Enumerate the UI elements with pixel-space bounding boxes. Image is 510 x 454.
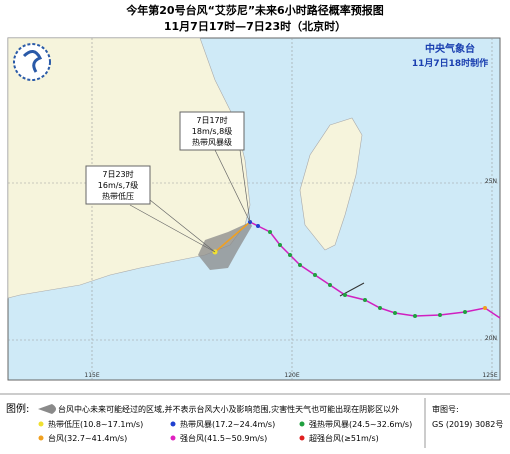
- legend-item: 强台风(41.5~50.9m/s): [180, 433, 267, 443]
- probability-cone: [198, 222, 252, 270]
- callout-time: 7日17时: [196, 115, 227, 125]
- callout-level: 热带低压: [102, 191, 134, 201]
- past-points: [268, 230, 467, 318]
- logo: [13, 43, 51, 81]
- legend-item: 超强台风(≥51m/s): [309, 433, 379, 443]
- lon-label: 125E: [482, 372, 497, 379]
- track-point: [483, 306, 487, 310]
- legend-title: 图例:: [6, 402, 29, 415]
- made-time: 11月7日18时制作: [412, 57, 488, 69]
- callout-wind: 18m/s,8级: [192, 126, 232, 136]
- title: 今年第20号台风“艾莎尼”未来6小时路径概率预报图: [125, 3, 383, 17]
- lat-label: 25N: [485, 178, 497, 185]
- callout-wind: 16m/s,7级: [98, 180, 138, 190]
- callout: 7日17时 18m/s,8级 热带风暴级: [179, 111, 245, 151]
- legend-cone-text: 台风中心未来可能经过的区域,并不表示台风大小及影响范围,灾害性天气也可能出现在阴…: [58, 404, 399, 414]
- callout-lines: [129, 149, 251, 253]
- taiwan: [299, 117, 363, 251]
- approval-number: GS (2019) 3082号: [432, 420, 503, 429]
- legend-cone: [38, 404, 56, 414]
- logo-mark: [22, 50, 43, 73]
- callout: 7日23时 16m/s,7级 热带低压: [85, 165, 151, 205]
- approval-label: 审图号:: [432, 404, 459, 414]
- lon-label: 120E: [284, 372, 299, 379]
- legend-item: 台风(32.7~41.4m/s): [48, 433, 127, 443]
- lon-label: 115E: [84, 372, 99, 379]
- callout-time: 7日23时: [102, 169, 133, 179]
- lat-label: 20N: [485, 335, 497, 342]
- legend-item: 热带低压(10.8~17.1m/s): [48, 419, 143, 429]
- agency: 中央气象台: [425, 42, 475, 55]
- legend-item: 强热带风暴(24.5~32.6m/s): [309, 419, 412, 429]
- map: 115E 120E 125E 25N 20N 7日17时 18m/s,8级 热带…: [7, 37, 501, 381]
- legend-item: 热带风暴(17.2~24.4m/s): [180, 419, 275, 429]
- graticule: [8, 38, 500, 380]
- callout-level: 热带风暴级: [192, 137, 232, 147]
- legend: 图例: 台风中心未来可能经过的区域,并不表示台风大小及影响范围,灾害性天气也可能…: [6, 402, 412, 443]
- subtitle: 11月7日17时—7日23时（北京时）: [164, 19, 346, 33]
- forecast-track: [214, 221, 251, 253]
